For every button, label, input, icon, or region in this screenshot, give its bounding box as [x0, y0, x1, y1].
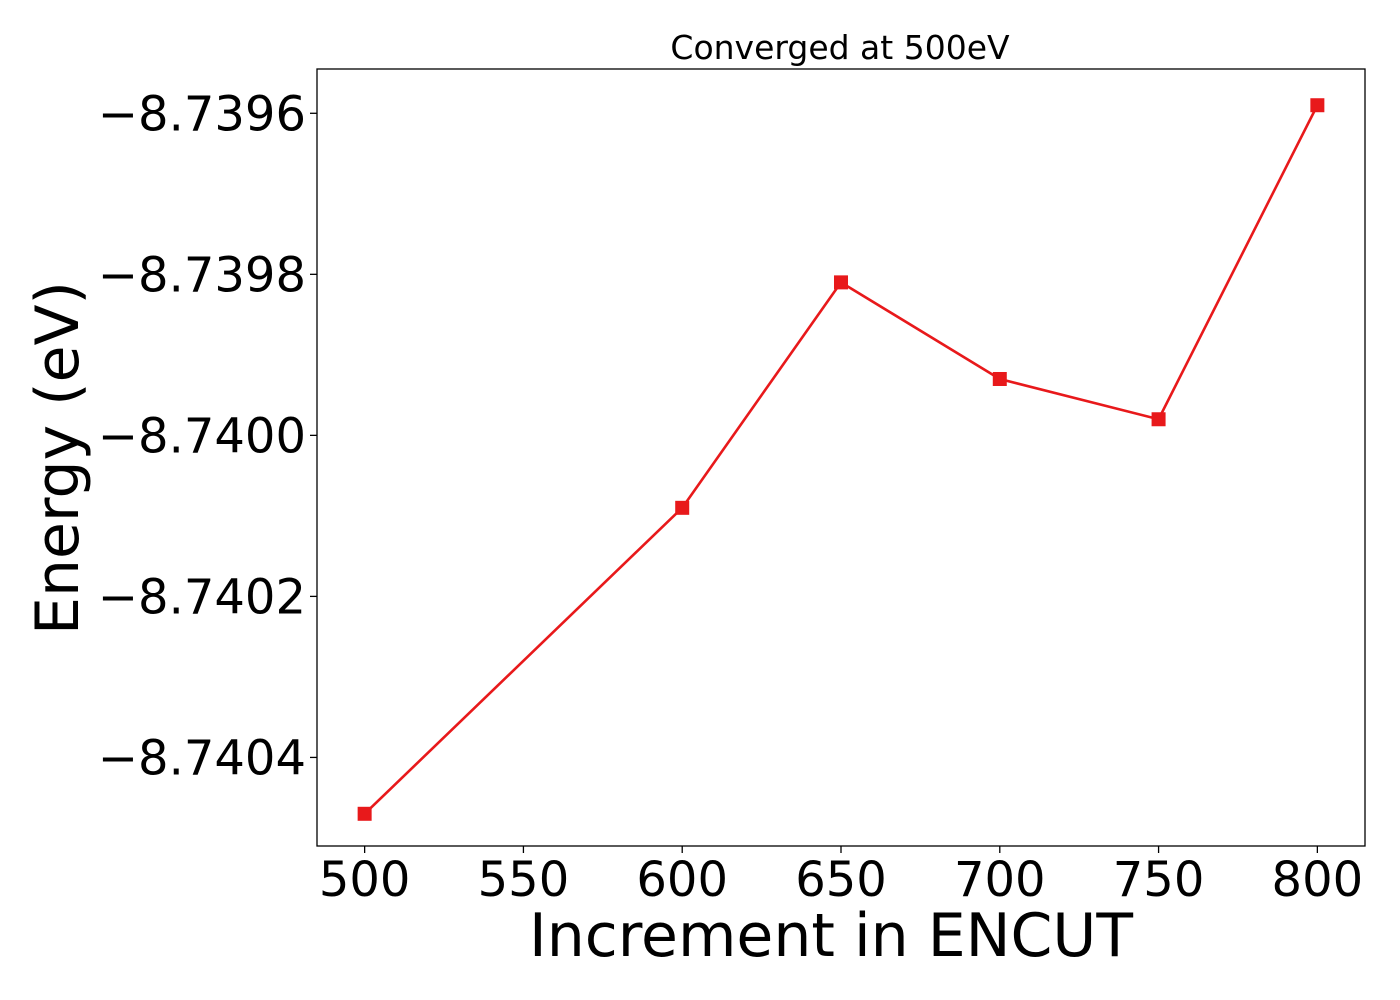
x-axis: 500 550 600 650 700 750 800	[319, 846, 1363, 908]
y-axis: −8.7396 −8.7398 −8.7400 −8.7402 −8.7404	[98, 86, 317, 786]
data-point-marker	[834, 275, 848, 290]
x-tick-label: 800	[1272, 852, 1364, 908]
data-point-marker	[1310, 98, 1325, 113]
x-tick-label: 550	[478, 852, 570, 908]
y-tick-label: −8.7398	[98, 247, 306, 303]
y-tick-label: −8.7400	[98, 408, 306, 464]
data-point-marker	[992, 371, 1007, 386]
data-point-marker	[1151, 412, 1166, 427]
x-tick-label: 600	[636, 852, 728, 908]
x-tick-label: 700	[954, 852, 1046, 908]
plot-area-frame	[316, 68, 1366, 847]
x-tick-label: 500	[319, 852, 411, 908]
x-tick-label: 650	[795, 852, 887, 908]
x-tick-label: 750	[1113, 852, 1205, 908]
y-axis-label: Energy (eV)	[23, 281, 93, 635]
y-tick-label: −8.7396	[98, 86, 306, 142]
data-point-marker	[675, 500, 690, 515]
y-tick-label: −8.7404	[98, 730, 306, 786]
x-axis-label: Increment in ENCUT	[529, 901, 1133, 971]
data-point-marker	[357, 806, 372, 821]
chart-title: Converged at 500eV	[670, 28, 1010, 67]
y-tick-label: −8.7402	[98, 569, 306, 625]
series-line	[363, 104, 1319, 815]
data-series	[357, 98, 1325, 821]
